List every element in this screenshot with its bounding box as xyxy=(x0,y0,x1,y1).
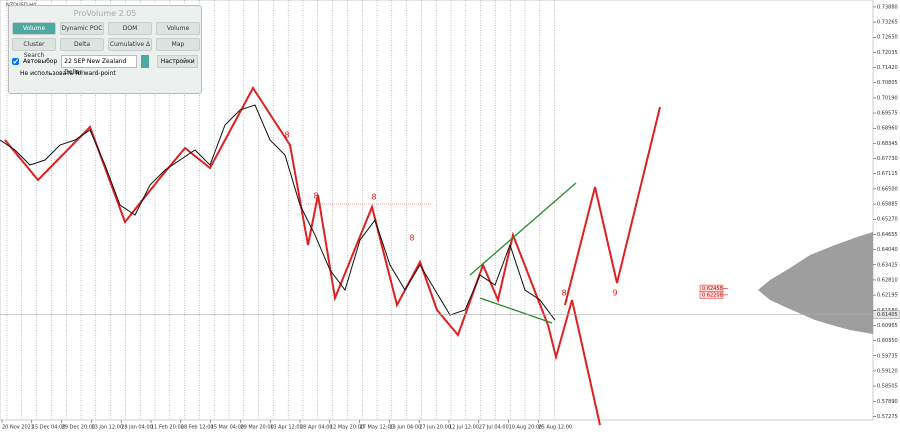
x-tick-label: 20 Nov 2021 xyxy=(2,425,34,431)
y-tick-label: 0.71420 xyxy=(877,65,898,71)
y-tick-label: 0.59735 xyxy=(877,353,898,359)
panel-button[interactable]: Map xyxy=(156,38,200,51)
wave-label: 8 xyxy=(284,131,289,140)
panel-button[interactable]: DOM xyxy=(108,22,152,35)
level-label: 0.62208 xyxy=(702,292,723,298)
y-tick-label: 0.63425 xyxy=(877,262,898,268)
x-tick-label: 13 Jun 04:00 xyxy=(389,425,421,431)
x-tick-label: 15 Dec 04:00 xyxy=(32,425,66,431)
y-tick-label: 0.72035 xyxy=(877,50,898,56)
panel-button[interactable]: Volume xyxy=(156,22,200,35)
y-tick-label: 0.65885 xyxy=(877,202,898,208)
volume-profile xyxy=(758,232,873,334)
provolume-panel: ProVolume 2.05 Volume Profile Dynamic POC… xyxy=(8,5,202,94)
y-tick-label: 0.73265 xyxy=(877,20,898,26)
auto-label: Автовыбор xyxy=(23,58,58,65)
level-box xyxy=(699,291,724,299)
y-tick-label: 0.67730 xyxy=(877,156,898,162)
y-tick-label: 0.70190 xyxy=(877,95,898,101)
y-tick-label: 0.72650 xyxy=(877,35,898,41)
x-tick-label: 28 Jan 04:00 xyxy=(121,425,153,431)
wave-label: 8 xyxy=(313,192,318,201)
wave-projection xyxy=(547,299,601,426)
y-tick-label: 0.70805 xyxy=(877,80,898,86)
wave-projection xyxy=(564,106,661,306)
auto-checkbox[interactable] xyxy=(12,58,19,65)
y-tick-label: 0.68960 xyxy=(877,126,898,132)
x-tick-label: 13 Jan 12:00 xyxy=(91,425,123,431)
note: Не использовать forward-point xyxy=(20,70,116,77)
y-tick-label: 0.64655 xyxy=(877,232,898,238)
x-tick-label: 27 Jun 20:00 xyxy=(419,425,451,431)
x-tick-label: 25 Aug 12:00 xyxy=(538,425,572,431)
trend-line xyxy=(479,297,553,324)
wave-label: 8 xyxy=(561,289,566,298)
y-tick-label: 0.64040 xyxy=(877,247,898,253)
x-tick-label: 12 May 20:00 xyxy=(330,425,364,431)
y-tick-label: 0.60350 xyxy=(877,338,898,344)
y-tick-label: 0.66500 xyxy=(877,186,898,192)
panel-button[interactable]: Cumulative Δ xyxy=(108,38,152,51)
wave-label: 8 xyxy=(409,234,414,243)
x-tick-label: 15 Mar 04:00 xyxy=(211,425,244,431)
y-tick-label: 0.62810 xyxy=(877,277,898,283)
y-tick-label: 0.68345 xyxy=(877,141,898,147)
trend-line xyxy=(469,182,577,276)
x-tick-label: 11 Feb 20:00 xyxy=(151,425,184,431)
x-tick-label: 27 Jul 04:00 xyxy=(479,425,509,431)
x-tick-label: 28 Apr 04:00 xyxy=(300,425,333,431)
current-price-box xyxy=(872,310,900,319)
y-tick-label: 0.69575 xyxy=(877,111,898,117)
panel-button[interactable]: Delta xyxy=(60,38,104,51)
panel-button[interactable]: Cluster Search xyxy=(12,38,56,59)
x-tick-label: 29 Mar 20:00 xyxy=(240,425,273,431)
price-line xyxy=(0,104,556,321)
y-tick-label: 0.62195 xyxy=(877,293,898,299)
x-tick-label: 10 Aug 20:00 xyxy=(509,425,543,431)
y-tick-label: 0.73880 xyxy=(877,4,898,10)
x-tick-label: 29 Dec 20:00 xyxy=(62,425,96,431)
panel-button[interactable]: Dynamic POC xyxy=(60,22,104,35)
x-tick-label: 12 Jul 12:00 xyxy=(449,425,479,431)
y-tick-label: 0.57275 xyxy=(877,414,898,420)
button-grid: Volume Profile Dynamic POC DOM Volume Cluste… xyxy=(12,22,200,59)
panel-title: ProVolume 2.05 xyxy=(73,9,137,18)
y-tick-label: 0.57890 xyxy=(877,399,898,405)
y-tick-label: 0.67115 xyxy=(877,171,898,177)
settings-button[interactable]: Настройки xyxy=(157,55,199,68)
y-tick-label: 0.59120 xyxy=(877,368,898,374)
y-tick-label: 0.65270 xyxy=(877,217,898,223)
symbol-row: Автовыбор 22 SEP New Zealand Dollar Наст… xyxy=(12,55,199,76)
wave-label: 8 xyxy=(371,193,376,202)
current-price-label: 0.61405 xyxy=(877,312,898,318)
x-tick-label: 27 May 12:00 xyxy=(360,425,394,431)
y-tick-label: 0.60965 xyxy=(877,323,898,329)
level-label: 0.62458 xyxy=(702,286,723,292)
y-tick-label: 0.58505 xyxy=(877,384,898,390)
panel-button[interactable]: Volume Profile xyxy=(12,22,56,43)
select-arrow[interactable] xyxy=(141,55,150,68)
x-tick-label: 28 Feb 12:00 xyxy=(181,425,214,431)
symbol-select[interactable]: 22 SEP New Zealand Dollar xyxy=(61,55,138,76)
wave-label: 9 xyxy=(612,289,617,298)
x-tick-label: 13 Apr 12:00 xyxy=(270,425,303,431)
